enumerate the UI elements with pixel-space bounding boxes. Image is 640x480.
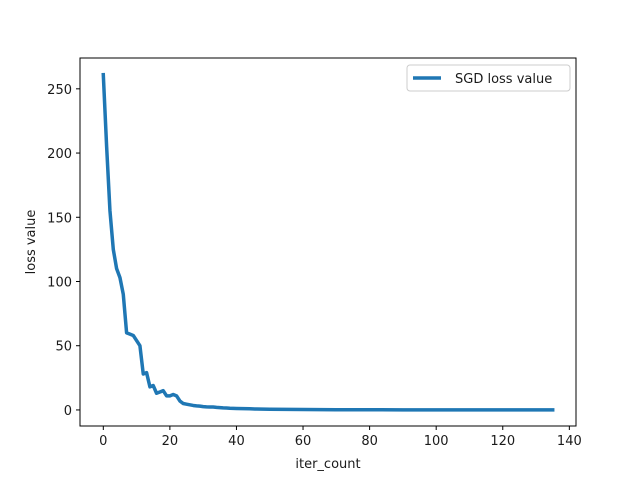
legend-label: SGD loss value <box>455 72 552 87</box>
legend: SGD loss value <box>406 64 571 92</box>
x-axis-ticks: 0 20 40 60 80 100 120 140 <box>99 426 582 449</box>
axes-background <box>80 58 576 426</box>
y-tick-label: 50 <box>55 340 72 355</box>
x-tick-label: 80 <box>361 434 378 449</box>
plot-area <box>79 57 577 427</box>
y-tick-label: 250 <box>47 83 72 98</box>
x-tick-label: 40 <box>228 434 245 449</box>
y-axis-label: loss value <box>24 210 39 275</box>
x-tick-label: 0 <box>99 434 107 449</box>
y-tick-label: 150 <box>47 211 72 226</box>
x-tick-label: 120 <box>490 434 515 449</box>
x-tick-label: 60 <box>295 434 312 449</box>
x-tick-label: 140 <box>557 434 582 449</box>
y-tick-label: 0 <box>64 404 72 419</box>
x-axis-label: iter_count <box>295 457 360 472</box>
y-axis-ticks: 0 50 100 150 200 250 <box>47 83 80 419</box>
x-tick-label: 100 <box>424 434 449 449</box>
legend-box <box>406 64 571 92</box>
y-tick-label: 100 <box>47 275 72 290</box>
y-tick-label: 200 <box>47 147 72 162</box>
sgd-loss-line <box>101 72 555 412</box>
axes-frame <box>79 57 577 427</box>
x-tick-label: 20 <box>162 434 179 449</box>
